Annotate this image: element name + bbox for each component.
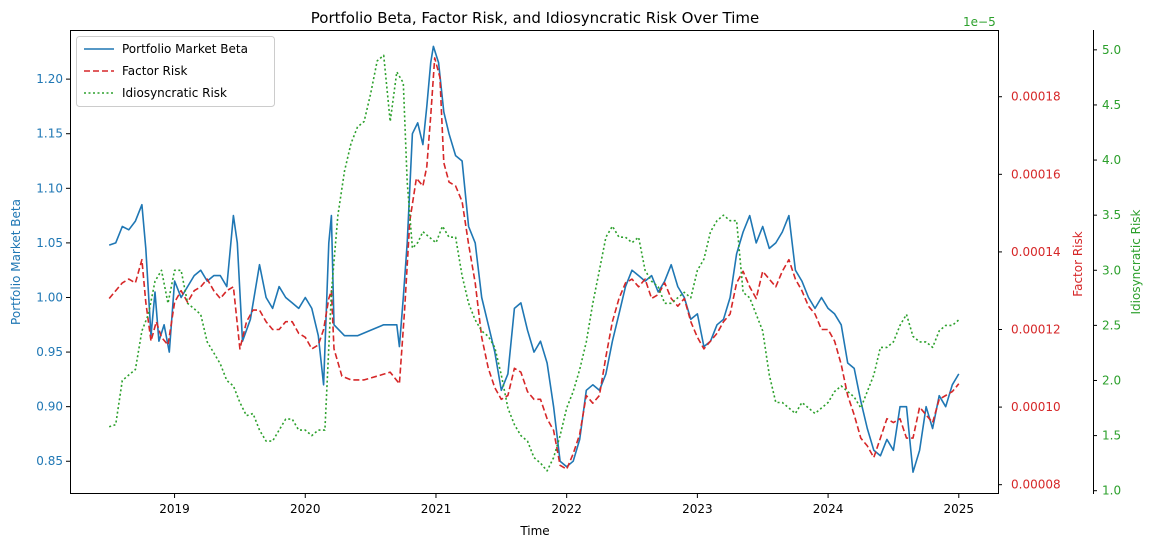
- idiosyncratic-risk-offset-text: 1e−5: [963, 15, 996, 29]
- series-layer: [108, 45, 960, 473]
- left-axis-label: Portfolio Market Beta: [9, 199, 23, 325]
- factor-risk-tick-label-6: 0.00018: [1011, 90, 1061, 104]
- x-tick-label-5: 2023: [682, 502, 713, 516]
- left-tick-label-8: 1.20: [36, 72, 63, 86]
- x-tick-label-7: 2025: [944, 502, 975, 516]
- left-axis: 0.85 0.90 0.95 1.00 1.05 1.10 1.15 1.20: [36, 72, 70, 468]
- legend-label-1: Portfolio Market Beta: [122, 42, 248, 56]
- idiosyncratic-risk-tick-label-1: 1.0: [1102, 484, 1121, 498]
- x-tick-label-2: 2020: [290, 502, 321, 516]
- left-tick-label-3: 0.95: [36, 345, 63, 359]
- factor-risk-axis: 0.00008 0.00010 0.00012 0.00014 0.00016 0.000…: [998, 30, 1061, 494]
- x-axis: 2019 2020 2021 2022 2023 2024 2025: [159, 494, 974, 516]
- idiosyncratic-risk-tick-label-3: 2.0: [1102, 373, 1121, 387]
- idiosyncratic-risk-axis: 1.0 1.5 2.0 2.5 3.0 3.5 4.0 4.5 5.0: [1093, 30, 1121, 498]
- left-tick-label-4: 1.00: [36, 290, 63, 304]
- idiosyncratic-risk-tick-label-5: 3.0: [1102, 263, 1121, 277]
- idiosyncratic-risk-tick-label-2: 1.5: [1102, 429, 1121, 443]
- factor-risk-tick-label-4: 0.00014: [1011, 245, 1061, 259]
- legend: Portfolio Market Beta Factor Risk Idiosync…: [76, 36, 275, 107]
- series-line-1: [108, 45, 960, 473]
- legend-box: [76, 36, 275, 107]
- x-tick-label-1: 2019: [159, 502, 190, 516]
- x-axis-label: Time: [519, 524, 549, 538]
- idiosyncratic-risk-tick-label-4: 2.5: [1102, 318, 1121, 332]
- left-tick-label-6: 1.10: [36, 181, 63, 195]
- factor-risk-tick-label-2: 0.00010: [1011, 400, 1061, 414]
- factor-risk-tick-label-1: 0.00008: [1011, 478, 1061, 492]
- left-tick-label-7: 1.15: [36, 127, 63, 141]
- chart-title: Portfolio Beta, Factor Risk, and Idiosyn…: [311, 9, 759, 27]
- idiosyncratic-risk-tick-label-7: 4.0: [1102, 153, 1121, 167]
- series-line-2: [108, 57, 960, 470]
- series-line-3: [108, 54, 960, 472]
- idiosyncratic-risk-tick-label-9: 5.0: [1102, 43, 1121, 57]
- idiosyncratic-risk-tick-label-8: 4.5: [1102, 98, 1121, 112]
- x-tick-label-4: 2022: [551, 502, 582, 516]
- left-tick-label-1: 0.85: [36, 454, 63, 468]
- left-tick-label-5: 1.05: [36, 236, 63, 250]
- factor-risk-tick-label-5: 0.00016: [1011, 167, 1061, 181]
- left-tick-label-2: 0.90: [36, 400, 63, 414]
- x-tick-label-6: 2024: [813, 502, 844, 516]
- idiosyncratic-risk-axis-label: Idiosyncratic Risk: [1129, 209, 1143, 314]
- x-tick-label-3: 2021: [421, 502, 452, 516]
- legend-label-3: Idiosyncratic Risk: [122, 86, 227, 100]
- factor-risk-tick-label-3: 0.00012: [1011, 323, 1061, 337]
- legend-label-2: Factor Risk: [122, 64, 187, 78]
- factor-risk-axis-label: Factor Risk: [1071, 231, 1085, 296]
- idiosyncratic-risk-tick-label-6: 3.5: [1102, 208, 1121, 222]
